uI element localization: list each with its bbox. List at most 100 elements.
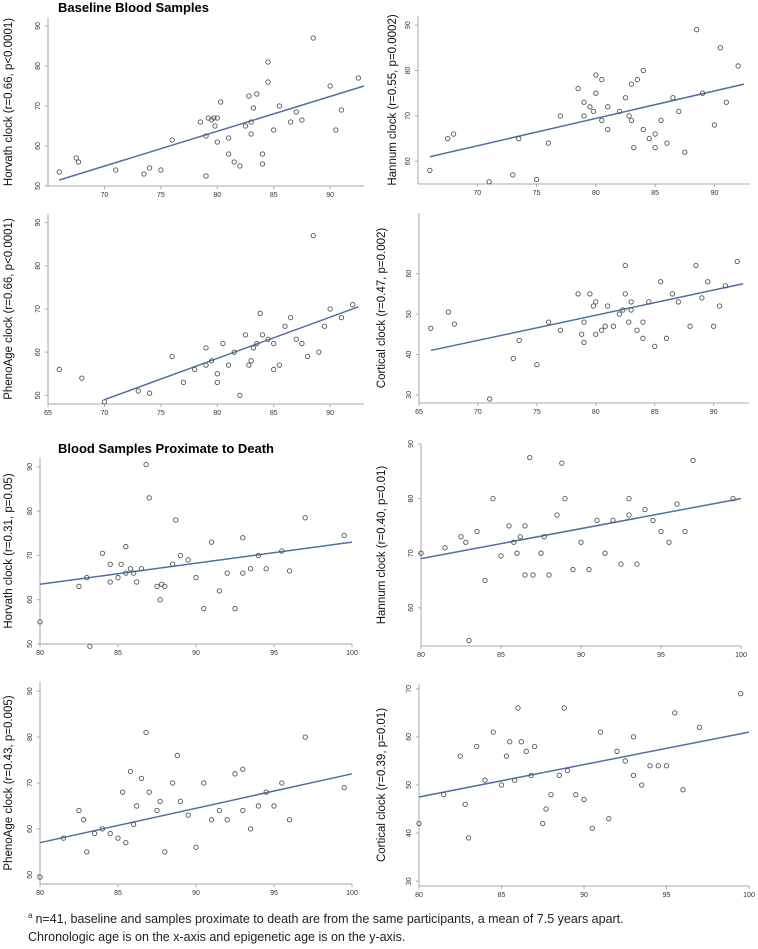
data-point (517, 534, 523, 540)
data-point (545, 319, 552, 325)
data-point (248, 119, 254, 125)
x-tick-label: 85 (498, 892, 506, 899)
data-point (259, 161, 266, 167)
y-tick-label: 50 (406, 781, 413, 789)
data-point (628, 299, 634, 305)
data-point (516, 337, 522, 343)
data-point (341, 784, 347, 791)
data-point (286, 817, 293, 823)
data-point (159, 581, 165, 587)
x-tick-label: 100 (735, 652, 747, 659)
data-point (672, 710, 678, 716)
data-point (118, 561, 124, 567)
data-point (533, 176, 540, 183)
data-point (333, 127, 339, 133)
x-tick-label: 70 (473, 190, 481, 197)
footnote-text-1: n=41, baseline and samples proximate to … (35, 912, 624, 927)
y-tick-label: 60 (405, 157, 412, 165)
fit-line (104, 306, 359, 401)
x-tick-label: 75 (157, 192, 165, 198)
y-tick-label: 50 (27, 871, 34, 879)
data-point (564, 767, 571, 774)
data-point (622, 95, 629, 101)
data-point (445, 309, 452, 315)
data-point (240, 570, 246, 576)
data-point (99, 826, 106, 832)
data-point (247, 826, 254, 832)
data-point (581, 113, 587, 119)
y-tick-label: 60 (408, 604, 415, 612)
data-point (620, 307, 626, 313)
data-point (225, 151, 232, 157)
data-point (231, 349, 237, 355)
data-point (169, 561, 176, 567)
data-point (271, 340, 277, 347)
data-point (599, 327, 605, 333)
data-point (84, 849, 90, 855)
data-point (575, 291, 581, 297)
data-point (84, 574, 90, 581)
data-point (474, 743, 480, 750)
data-point (316, 349, 322, 355)
y-tick-label: 60 (27, 596, 34, 604)
data-point (602, 550, 608, 556)
data-point (578, 331, 585, 337)
data-point (169, 353, 175, 360)
data-point (250, 105, 257, 111)
data-point (123, 570, 129, 576)
fit-line (418, 731, 750, 798)
data-point (87, 643, 93, 649)
data-point (123, 840, 129, 846)
data-point (626, 512, 632, 518)
data-point (652, 145, 658, 151)
data-point (573, 791, 579, 798)
data-point (218, 99, 224, 105)
data-point (466, 637, 472, 644)
data-point (146, 789, 152, 795)
data-point (693, 26, 700, 33)
x-tick-label: 85 (114, 890, 122, 897)
y-tick-label: 80 (405, 66, 412, 74)
data-point (622, 262, 628, 269)
plot-baseline-cortical: 30 40 50 60 65 70 75 80 85 90 Cortical clock (r=0.… (376, 213, 749, 416)
data-point (593, 299, 599, 305)
x-tick-label: 80 (415, 892, 423, 899)
data-point (154, 583, 160, 590)
fit-line (59, 85, 365, 181)
data-point (208, 817, 215, 823)
data-point (141, 171, 147, 177)
data-point (640, 319, 646, 325)
y-tick-label: 70 (27, 551, 34, 559)
data-point (203, 133, 209, 139)
y-tick-label: 50 (27, 640, 34, 648)
data-point (271, 366, 277, 373)
heading-proximate: Blood Samples Proximate to Death (58, 441, 274, 456)
data-point (487, 396, 493, 402)
data-point (232, 605, 238, 612)
x-tick-label: 90 (577, 652, 585, 659)
data-point (652, 343, 658, 350)
data-point (237, 163, 243, 169)
data-point (669, 291, 676, 297)
data-point (254, 340, 260, 347)
data-point (276, 362, 283, 368)
data-point (682, 149, 688, 155)
data-point (37, 874, 43, 880)
data-point (76, 583, 82, 590)
y-tick-label: 50 (406, 310, 413, 318)
data-point (642, 506, 648, 513)
x-tick-label: 90 (710, 409, 718, 416)
data-point (630, 772, 637, 779)
data-point (279, 780, 285, 786)
x-tick-label: 95 (663, 892, 671, 899)
x-tick-label: 90 (192, 650, 200, 657)
data-point (254, 91, 260, 97)
y-tick-label: 60 (27, 825, 34, 833)
data-point (640, 67, 646, 74)
data-point (302, 515, 308, 521)
data-point (522, 572, 528, 578)
y-tick-label: 70 (408, 549, 415, 557)
data-point (214, 115, 220, 121)
data-point (457, 753, 463, 759)
data-point (143, 461, 149, 468)
